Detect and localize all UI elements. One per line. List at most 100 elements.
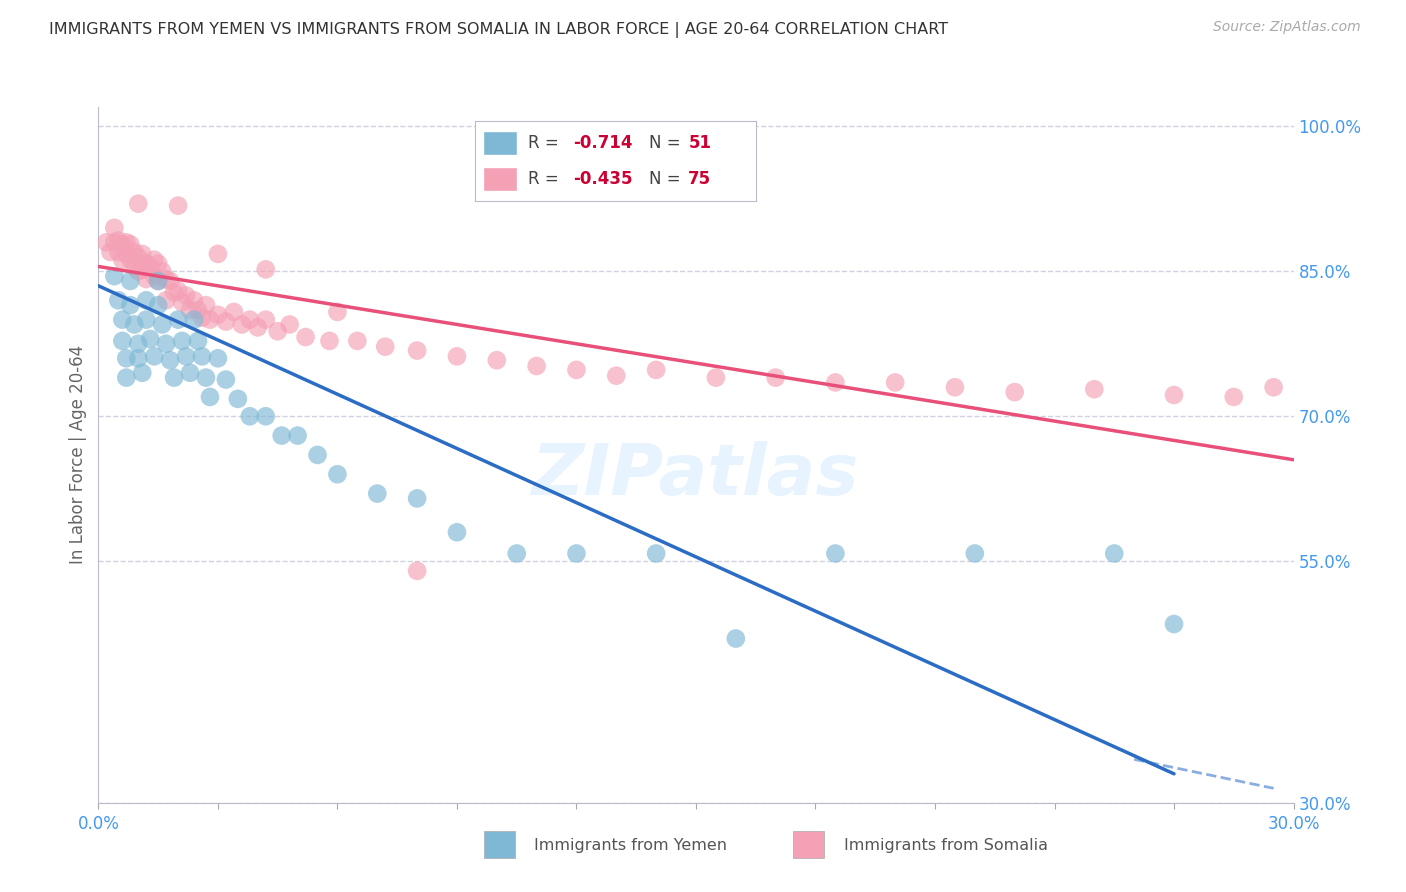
Point bbox=[645, 363, 668, 377]
Point bbox=[135, 257, 157, 271]
Point bbox=[765, 370, 787, 384]
Point bbox=[107, 244, 129, 259]
Point bbox=[183, 293, 205, 308]
Text: Immigrants from Somalia: Immigrants from Somalia bbox=[844, 838, 1047, 853]
Point bbox=[120, 274, 142, 288]
Point bbox=[1163, 617, 1185, 632]
Point bbox=[100, 244, 122, 259]
Point bbox=[187, 334, 209, 348]
Point bbox=[406, 491, 429, 506]
Point bbox=[179, 366, 201, 380]
Point bbox=[294, 330, 316, 344]
Point bbox=[163, 285, 186, 300]
Point bbox=[446, 350, 468, 364]
Point bbox=[107, 293, 129, 308]
Point bbox=[135, 312, 157, 326]
Point bbox=[198, 390, 221, 404]
Point bbox=[174, 288, 197, 302]
Point bbox=[120, 298, 142, 312]
Point bbox=[127, 351, 149, 366]
Point bbox=[103, 220, 125, 235]
Text: 30.0%: 30.0% bbox=[1267, 815, 1320, 833]
Point bbox=[222, 305, 245, 319]
Point bbox=[446, 525, 468, 540]
Point bbox=[1263, 380, 1285, 394]
Point bbox=[215, 373, 238, 387]
Point bbox=[139, 260, 162, 274]
Point bbox=[346, 334, 368, 348]
Point bbox=[526, 359, 548, 373]
Point bbox=[215, 315, 238, 329]
Point bbox=[115, 247, 138, 261]
Point bbox=[198, 312, 221, 326]
Point bbox=[127, 264, 149, 278]
Point bbox=[111, 252, 134, 267]
Point bbox=[246, 320, 269, 334]
Point bbox=[1102, 546, 1125, 560]
Point bbox=[143, 252, 166, 267]
Point bbox=[824, 376, 846, 390]
Text: Source: ZipAtlas.com: Source: ZipAtlas.com bbox=[1213, 20, 1361, 34]
Point bbox=[207, 308, 229, 322]
Point bbox=[270, 428, 292, 442]
Point bbox=[115, 235, 138, 250]
Point bbox=[191, 350, 214, 364]
Text: Immigrants from Yemen: Immigrants from Yemen bbox=[534, 838, 727, 853]
Point bbox=[120, 237, 142, 252]
Text: 0.0%: 0.0% bbox=[77, 815, 120, 833]
Point bbox=[254, 312, 277, 326]
Point bbox=[187, 303, 209, 318]
Point bbox=[254, 409, 277, 424]
Point bbox=[179, 303, 201, 318]
Point bbox=[167, 284, 190, 298]
Point bbox=[195, 298, 218, 312]
Point bbox=[124, 318, 146, 332]
Point bbox=[172, 295, 194, 310]
Point bbox=[115, 351, 138, 366]
Point bbox=[127, 196, 149, 211]
Point bbox=[307, 448, 329, 462]
Point bbox=[159, 353, 181, 368]
Point bbox=[150, 264, 173, 278]
Point bbox=[155, 272, 177, 286]
Point bbox=[963, 546, 986, 560]
Text: IMMIGRANTS FROM YEMEN VS IMMIGRANTS FROM SOMALIA IN LABOR FORCE | AGE 20-64 CORR: IMMIGRANTS FROM YEMEN VS IMMIGRANTS FROM… bbox=[49, 22, 948, 38]
Point bbox=[239, 312, 262, 326]
Point bbox=[111, 237, 134, 252]
Point bbox=[943, 380, 966, 394]
Point bbox=[107, 233, 129, 247]
Point bbox=[207, 247, 229, 261]
Point bbox=[103, 235, 125, 250]
Point bbox=[506, 546, 529, 560]
Point bbox=[326, 467, 349, 482]
Point bbox=[167, 312, 190, 326]
Point bbox=[207, 351, 229, 366]
Point bbox=[406, 564, 429, 578]
Point bbox=[143, 350, 166, 364]
Point bbox=[191, 310, 214, 325]
Point bbox=[120, 252, 142, 267]
Point bbox=[155, 336, 177, 351]
Point bbox=[148, 257, 170, 271]
FancyBboxPatch shape bbox=[484, 831, 515, 858]
Point bbox=[148, 298, 170, 312]
Point bbox=[884, 376, 907, 390]
Point bbox=[172, 334, 194, 348]
Point bbox=[226, 392, 249, 406]
Point bbox=[565, 546, 588, 560]
Point bbox=[1004, 385, 1026, 400]
Point bbox=[131, 262, 153, 277]
Point bbox=[167, 199, 190, 213]
Point bbox=[127, 336, 149, 351]
Point bbox=[148, 274, 170, 288]
Point bbox=[139, 332, 162, 346]
Point bbox=[143, 269, 166, 284]
Point bbox=[645, 546, 668, 560]
Point bbox=[163, 370, 186, 384]
Point bbox=[278, 318, 301, 332]
Point bbox=[239, 409, 262, 424]
Point bbox=[366, 486, 388, 500]
Point bbox=[111, 334, 134, 348]
Point bbox=[131, 366, 153, 380]
Point bbox=[195, 370, 218, 384]
